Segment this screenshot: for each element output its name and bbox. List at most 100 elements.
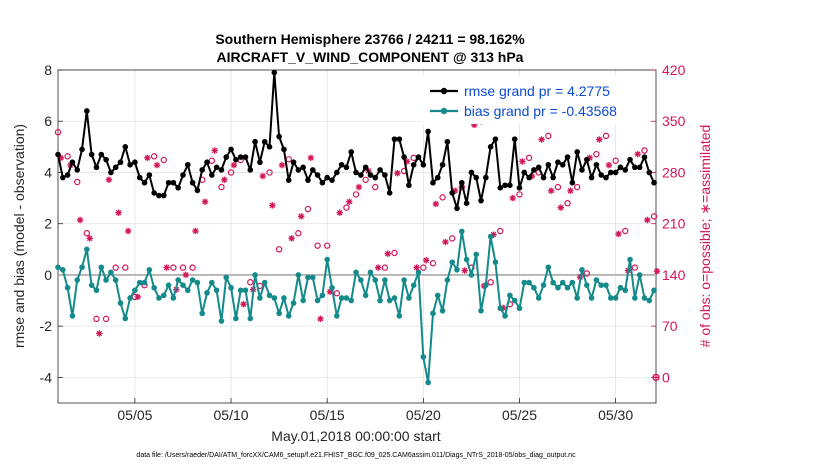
bias-marker (117, 300, 124, 306)
obs-possible-marker (160, 156, 167, 164)
rmse-marker (617, 164, 624, 171)
rmse-marker (579, 167, 585, 173)
obs-possible-marker (218, 183, 225, 191)
rmse-marker (559, 161, 566, 168)
rmse-marker (213, 164, 220, 171)
bias-marker (444, 277, 451, 283)
rmse-marker (266, 144, 273, 150)
obs-assimilated-marker (86, 235, 93, 242)
obs-possible-marker (391, 249, 398, 257)
bias-marker (526, 279, 532, 286)
legend-bias-marker (440, 107, 448, 115)
obs-possible-marker (410, 154, 417, 162)
obs-possible-marker (573, 183, 581, 191)
x-tick-label: 05/05 (117, 407, 152, 423)
x-tick-label: 05/15 (310, 407, 345, 423)
bias-marker (132, 287, 138, 294)
bias-marker (266, 292, 273, 299)
bias-marker (209, 279, 215, 286)
rmse-marker (84, 108, 90, 114)
rmse-marker (603, 174, 609, 181)
bias-marker (228, 284, 234, 291)
rmse-marker (454, 205, 460, 212)
obs-possible-marker (74, 178, 81, 186)
rmse-marker (184, 161, 191, 168)
bias-marker (425, 379, 431, 386)
bias-marker (233, 315, 239, 322)
bias-marker (545, 264, 552, 271)
bias-marker (242, 287, 249, 294)
rmse-marker (636, 164, 643, 171)
rmse-marker (386, 190, 393, 196)
rmse-marker (463, 200, 470, 206)
x-tick-label: 05/10 (214, 407, 249, 423)
rmse-marker (406, 182, 412, 189)
bias-marker (88, 282, 95, 288)
rmse-marker (593, 161, 600, 168)
rmse-marker (444, 138, 451, 145)
rmse-marker (425, 128, 431, 135)
rmse-marker (228, 146, 234, 153)
rmse-marker (511, 136, 518, 142)
rmse-marker (271, 69, 278, 76)
obs-possible-marker (314, 242, 321, 249)
obs-possible-marker (545, 132, 552, 140)
bias-marker (406, 295, 412, 301)
y-axis-ticks: -4 -2 0 2 4 6 8 (40, 62, 63, 385)
y-right-axis-label: # of obs: o=possible; ∗=assimilated (697, 125, 713, 348)
bias-marker (410, 282, 417, 288)
rmse-marker (391, 136, 398, 142)
bias-marker (112, 277, 119, 283)
rmse-marker (309, 167, 316, 173)
obs-assimilated-marker (538, 136, 545, 143)
rmse-marker (458, 179, 465, 186)
obs-assimilated-marker (307, 154, 315, 162)
rmse-marker (146, 172, 153, 178)
bias-marker (60, 267, 66, 273)
bias-marker (511, 297, 518, 304)
obs-possible-marker (227, 169, 235, 176)
obs-assimilated-marker (423, 257, 430, 264)
bias-marker (261, 279, 268, 286)
bias-marker (136, 279, 143, 286)
bias-marker (598, 282, 604, 288)
obs-assimilated-marker (336, 209, 343, 216)
legend-rmse-label: rmse grand pr = 4.2775 (464, 83, 610, 99)
obs-assimilated-marker (653, 268, 661, 275)
obs-zero-marker (652, 373, 660, 382)
bias-marker (74, 277, 81, 283)
rmse-marker (545, 161, 552, 168)
obs-assimilated-marker (201, 198, 209, 205)
bias-series (55, 228, 657, 386)
bias-marker (257, 295, 263, 301)
rmse-marker (492, 136, 499, 142)
obs-possible-marker (343, 204, 350, 211)
rmse-marker (507, 182, 513, 189)
rmse-marker (127, 161, 133, 168)
rmse-marker (516, 185, 523, 191)
bias-marker (338, 295, 345, 301)
obs-possible-marker (64, 153, 71, 160)
bias-marker (415, 269, 422, 276)
obs-possible-marker (295, 230, 302, 237)
bias-marker (156, 295, 162, 301)
bias-marker (367, 269, 374, 276)
bias-marker (170, 295, 177, 301)
obs-possible-marker (612, 157, 619, 164)
bias-marker (540, 282, 547, 288)
obs-assimilated-marker (211, 147, 218, 154)
obs-assimilated-marker (288, 235, 295, 242)
rmse-marker (415, 154, 422, 160)
obs-possible-marker (362, 176, 369, 183)
rmse-marker (319, 179, 326, 186)
bias-marker (569, 279, 576, 286)
obs-possible-marker (650, 213, 658, 220)
rmse-marker (334, 169, 340, 176)
x-tick-label: 05/20 (406, 407, 441, 423)
obs-assimilated-marker (509, 194, 516, 202)
bias-marker (401, 277, 407, 283)
bias-line (57, 230, 656, 384)
obs-possible-marker (372, 183, 379, 191)
rmse-marker (348, 149, 355, 155)
